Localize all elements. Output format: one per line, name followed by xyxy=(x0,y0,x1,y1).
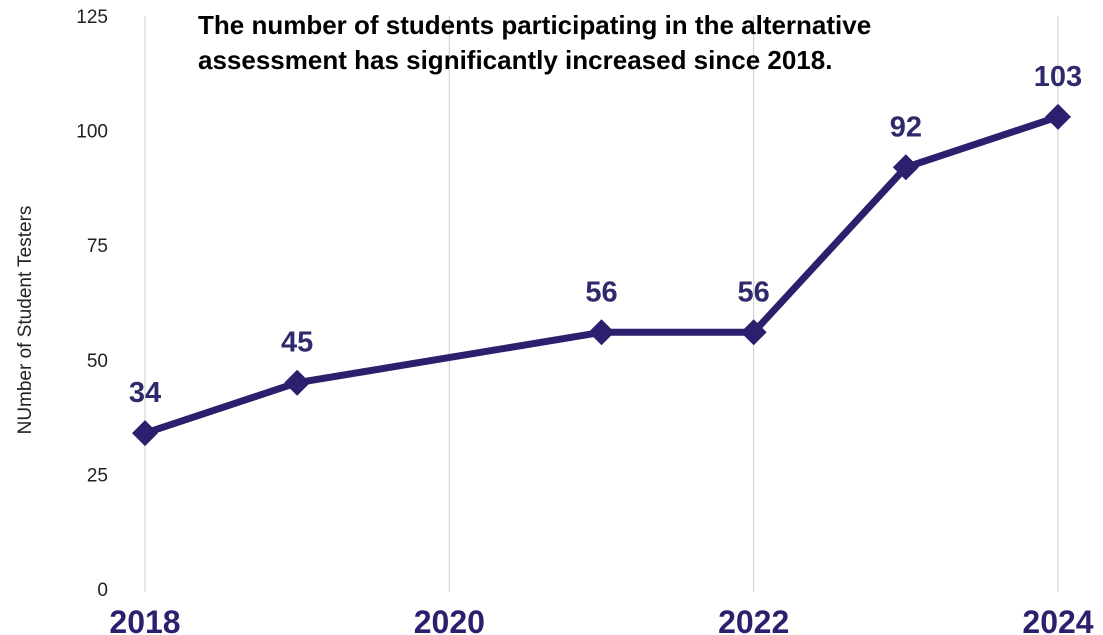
data-label: 34 xyxy=(129,377,161,409)
x-tick-label: 2022 xyxy=(718,604,789,635)
data-label: 56 xyxy=(585,276,617,308)
data-labels: 34 45 56 56 92 103 xyxy=(129,61,1082,409)
chart-title: The number of students participating in … xyxy=(198,8,958,78)
data-point-marker xyxy=(284,369,311,396)
x-tick-label: 2024 xyxy=(1022,604,1093,635)
series-line-0 xyxy=(141,113,1062,437)
data-point-marker xyxy=(1045,103,1071,130)
series-line xyxy=(141,113,1062,437)
y-tick-label: 50 xyxy=(87,351,108,372)
chart-title-line-1: The number of students participating in … xyxy=(198,10,872,40)
x-tick-label: 2018 xyxy=(109,604,180,635)
y-tick-label: 0 xyxy=(97,580,108,601)
x-axis-ticks: 2018 2020 2022 2024 xyxy=(109,604,1093,635)
y-tick-label: 75 xyxy=(87,236,108,257)
data-markers xyxy=(132,103,1071,447)
x-tick-label: 2020 xyxy=(414,604,485,635)
data-label: 45 xyxy=(281,327,313,359)
y-tick-label: 100 xyxy=(76,122,108,143)
y-tick-label: 25 xyxy=(87,465,108,486)
data-point-marker xyxy=(132,420,158,447)
y-axis-ticks: 0 25 50 75 100 125 xyxy=(76,7,108,601)
data-label: 56 xyxy=(738,276,770,308)
data-point-marker xyxy=(740,319,767,346)
data-point-marker xyxy=(892,154,919,181)
data-point-marker xyxy=(588,319,615,346)
chart-title-line-2: assessment has significantly increased s… xyxy=(198,45,833,75)
y-tick-label: 125 xyxy=(76,7,108,28)
data-label: 92 xyxy=(890,111,922,143)
data-label: 103 xyxy=(1034,61,1082,93)
y-axis-label: NUmber of Student Testers xyxy=(15,205,36,435)
